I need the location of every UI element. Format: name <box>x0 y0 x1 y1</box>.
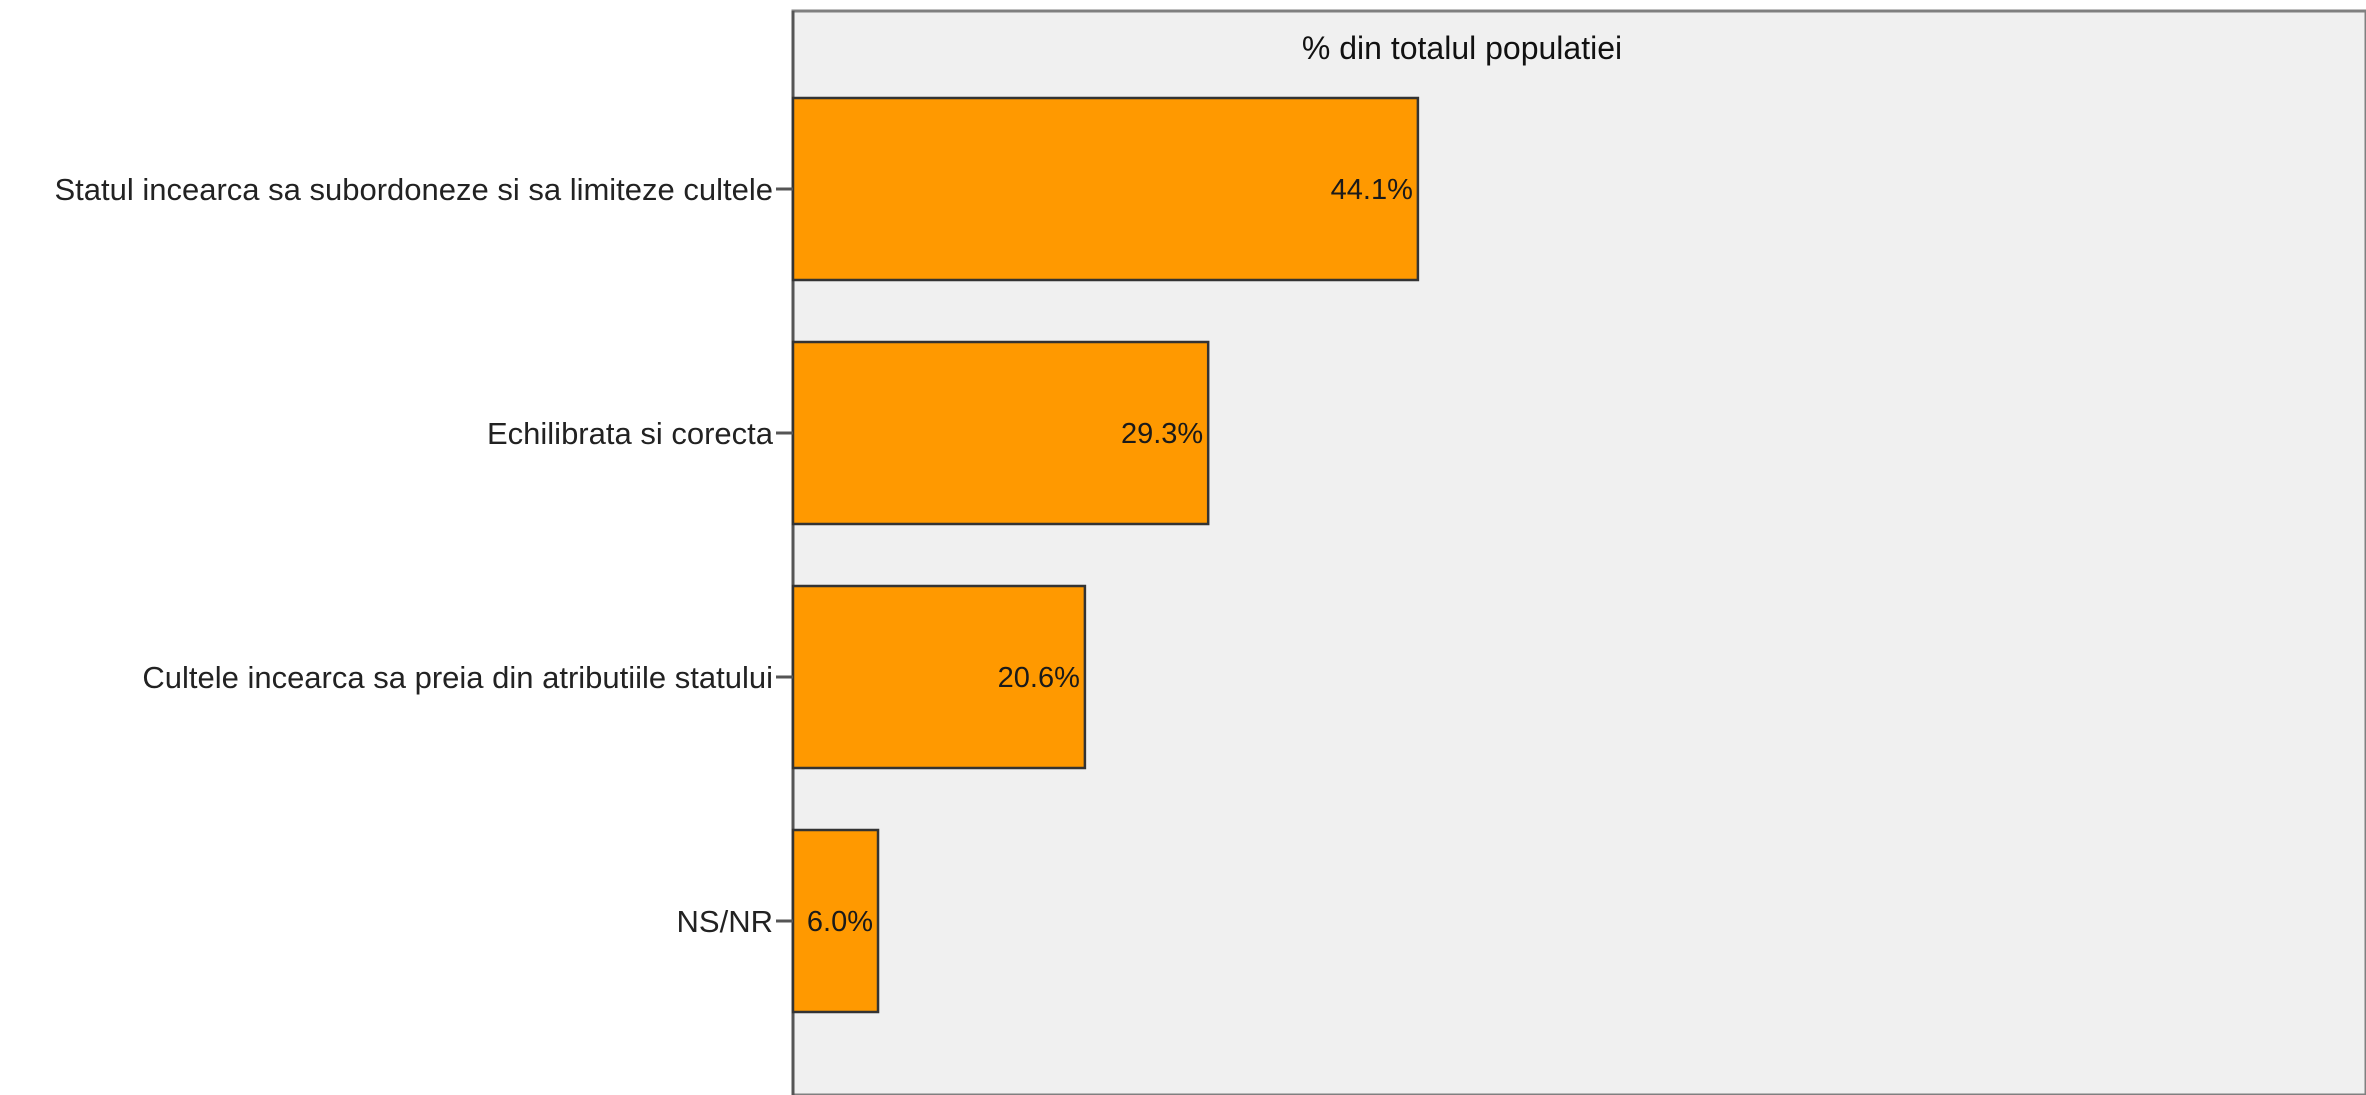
category-label: NS/NR <box>677 904 773 939</box>
chart-title: % din totalul populatiei <box>1302 30 1622 66</box>
value-label: 6.0% <box>807 906 873 938</box>
value-label: 20.6% <box>998 662 1080 694</box>
value-label: 44.1% <box>1331 174 1413 206</box>
bar <box>791 340 1210 526</box>
value-label: 29.3% <box>1121 418 1203 450</box>
bar <box>791 96 1420 282</box>
bar <box>791 828 880 1014</box>
category-label: Echilibrata si corecta <box>487 416 774 451</box>
category-label: Cultele incearca sa preia din atributiil… <box>142 660 773 695</box>
category-label: Statul incearca sa subordoneze si sa lim… <box>54 172 773 207</box>
bar-marks: Statul incearca sa subordoneze si sa lim… <box>54 96 1420 1014</box>
